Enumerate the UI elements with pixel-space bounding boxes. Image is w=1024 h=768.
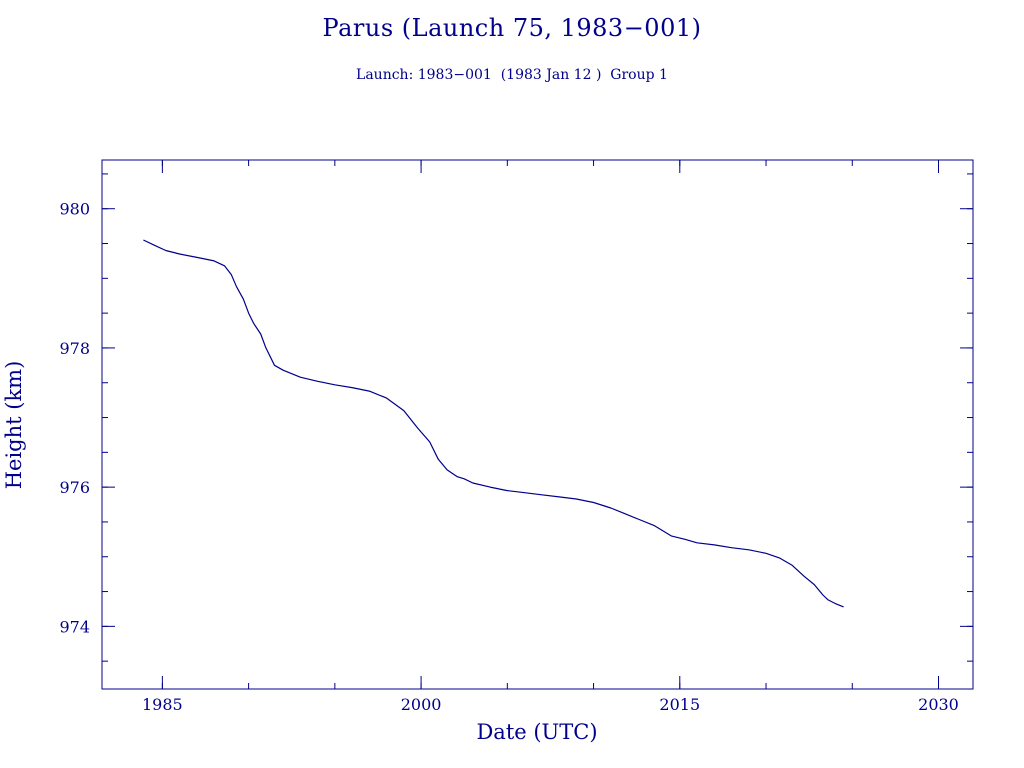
y-tick-label: 978 — [59, 339, 90, 358]
major-ticks — [102, 160, 973, 689]
x-tick-label: 2015 — [659, 695, 700, 714]
tick-labels: 1985 2000 2015 2030 974 976 978 980 — [59, 200, 958, 714]
series-line — [143, 239, 844, 608]
y-tick-label: 974 — [59, 617, 90, 636]
x-tick-label: 2000 — [401, 695, 442, 714]
x-tick-label: 1985 — [142, 695, 183, 714]
chart-subtitle: Launch: 1983−001 (1983 Jan 12 ) Group 1 — [356, 67, 668, 83]
plot-frame — [101, 159, 974, 690]
x-axis-label: Date (UTC) — [476, 720, 597, 744]
y-axis-label: Height (km) — [2, 361, 26, 490]
y-tick-label: 980 — [59, 200, 90, 219]
minor-ticks — [102, 160, 973, 689]
chart-title: Parus (Launch 75, 1983−001) — [322, 14, 702, 42]
y-tick-label: 976 — [59, 478, 90, 497]
x-tick-label: 2030 — [918, 695, 959, 714]
series-layer — [143, 239, 844, 608]
